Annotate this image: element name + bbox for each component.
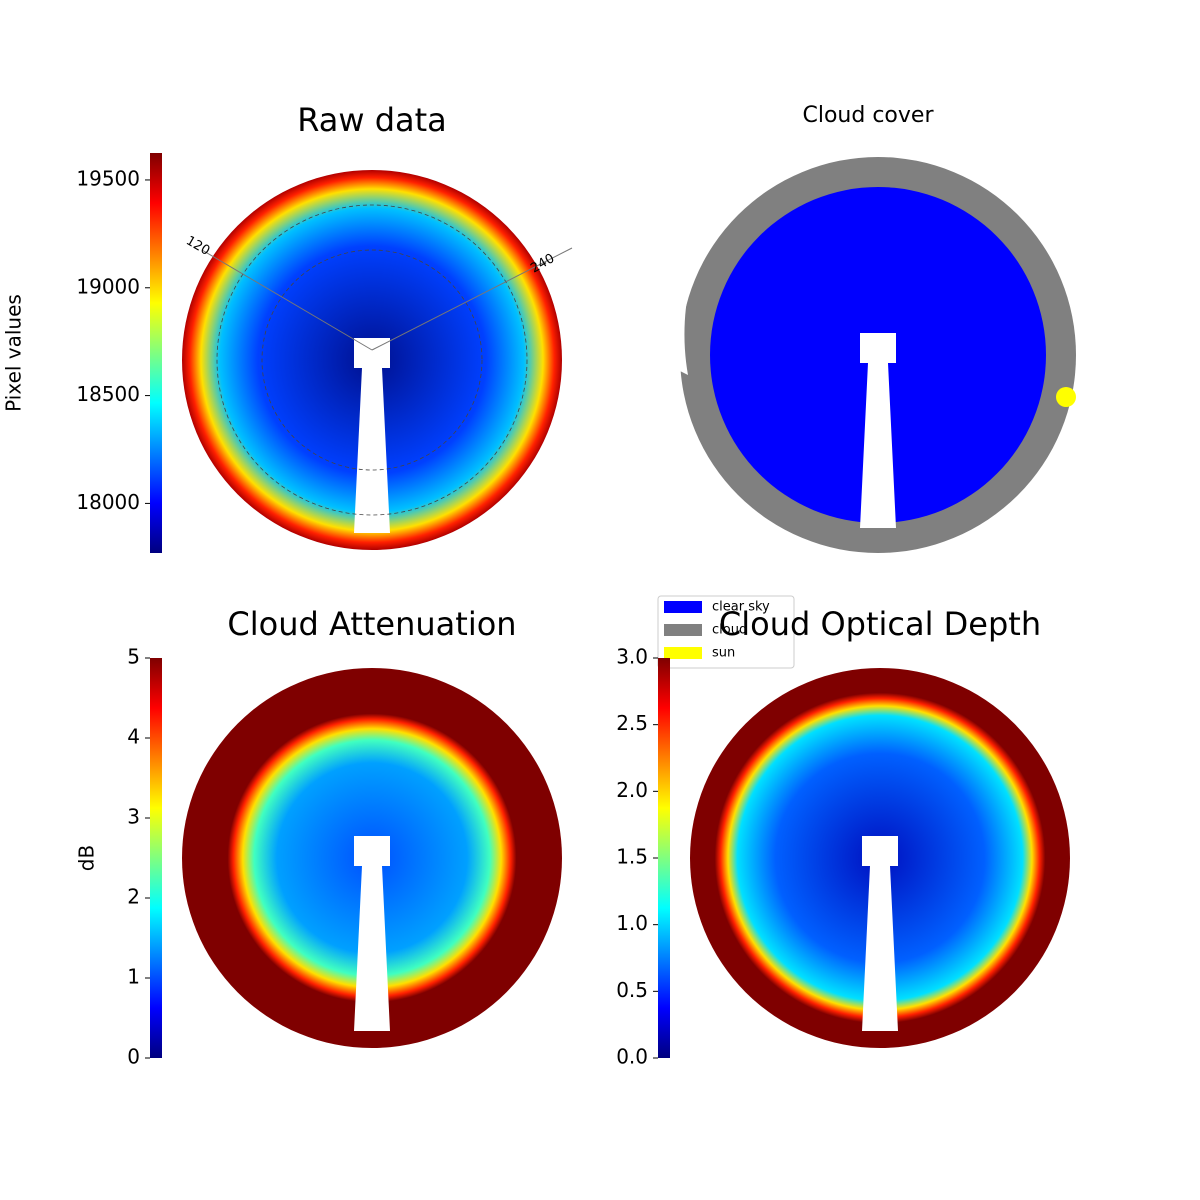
colorbar-tick-label: 2.5: [616, 711, 648, 735]
panel-title: Cloud Attenuation: [227, 605, 516, 643]
legend-swatch: [664, 601, 702, 613]
colorbar-tick-label: 0.0: [616, 1045, 648, 1069]
polar-spoke: [201, 249, 373, 351]
mask-bite: [648, 195, 738, 375]
mask-bite: [142, 200, 232, 380]
colorbar-tick-label: 3: [127, 805, 140, 829]
colorbar-label: Pixel values: [2, 294, 26, 412]
panel-title: Raw data: [297, 101, 447, 139]
colorbar-tick-label: 0.5: [616, 978, 648, 1002]
colorbar-tick-label: 0: [127, 1045, 140, 1069]
colorbar-tick-label: 1.0: [616, 911, 648, 935]
colorbar-tick-label: 2: [127, 885, 140, 909]
legend-label: cloud: [712, 623, 747, 638]
polar-spoke: [371, 247, 573, 351]
colorbar-tick-label: 4: [127, 725, 140, 749]
polar-label: 240: [528, 251, 557, 276]
sun-marker: [1056, 387, 1076, 407]
mast: [354, 836, 390, 1031]
colorbar-tick-label: 18000: [76, 490, 140, 514]
colorbar: [150, 658, 162, 1058]
colorbar-tick-label: 1.5: [616, 845, 648, 869]
mast: [354, 338, 390, 533]
legend-swatch: [664, 624, 702, 636]
legend-label: clear sky: [712, 600, 770, 615]
colorbar-tick-label: 5: [127, 645, 140, 669]
colorbar-tick-label: 19000: [76, 274, 140, 298]
colorbar-tick-label: 1: [127, 965, 140, 989]
polar-grid: [216, 204, 528, 516]
mask-bite: [650, 698, 740, 878]
panel-title: Cloud Optical Depth: [719, 605, 1041, 643]
colorbar: [658, 658, 670, 1058]
panel-title: Cloud cover: [803, 103, 935, 128]
colorbar-tick-label: 3.0: [616, 645, 648, 669]
polar-grid: [261, 249, 483, 471]
colorbar-tick-label: 2.0: [616, 778, 648, 802]
colorbar-tick-label: 19500: [76, 166, 140, 190]
mast: [862, 836, 898, 1031]
legend-swatch: [664, 647, 702, 659]
colorbar-tick-label: 18500: [76, 382, 140, 406]
mask-bite: [142, 698, 232, 878]
colorbar-label: dB: [75, 845, 99, 871]
colorbar: [150, 153, 162, 553]
legend-label: sun: [712, 646, 735, 661]
mast: [860, 333, 896, 528]
